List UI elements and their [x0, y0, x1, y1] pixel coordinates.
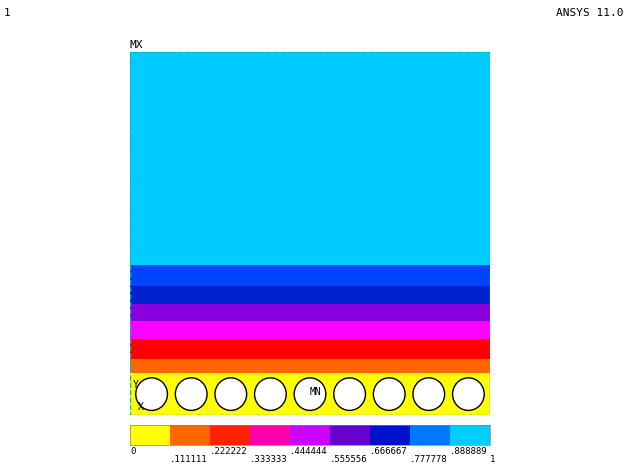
Text: Y: Y: [133, 380, 139, 390]
Ellipse shape: [453, 378, 484, 411]
Text: .666667: .666667: [370, 447, 408, 456]
Text: .222222: .222222: [210, 447, 248, 456]
Bar: [130, 287, 490, 304]
Text: .444444: .444444: [290, 447, 328, 456]
Text: .777778: .777778: [410, 455, 448, 464]
Bar: [130, 304, 490, 321]
Bar: [130, 321, 490, 339]
Ellipse shape: [255, 378, 287, 411]
Bar: [290, 425, 330, 445]
Bar: [130, 359, 490, 373]
Text: 1: 1: [4, 8, 11, 18]
Text: MN: MN: [310, 387, 322, 397]
Bar: [130, 265, 490, 287]
Ellipse shape: [176, 378, 207, 411]
Text: 0: 0: [130, 447, 135, 456]
Text: .111111: .111111: [170, 455, 208, 464]
Bar: [130, 52, 490, 265]
Text: MX: MX: [130, 40, 144, 50]
Bar: [410, 425, 450, 445]
Bar: [210, 425, 250, 445]
Bar: [450, 425, 490, 445]
Bar: [330, 425, 370, 445]
Bar: [130, 425, 170, 445]
Bar: [370, 425, 410, 445]
Ellipse shape: [413, 378, 445, 411]
Ellipse shape: [215, 378, 246, 411]
Ellipse shape: [136, 378, 167, 411]
Ellipse shape: [294, 378, 326, 411]
Bar: [250, 425, 290, 445]
Bar: [130, 373, 490, 415]
Ellipse shape: [373, 378, 405, 411]
Ellipse shape: [334, 378, 366, 411]
Text: 1: 1: [490, 455, 495, 464]
Text: .888889: .888889: [450, 447, 488, 456]
Bar: [130, 339, 490, 359]
Bar: [170, 425, 210, 445]
Text: X: X: [137, 403, 144, 413]
Text: .555556: .555556: [330, 455, 367, 464]
Text: .333333: .333333: [250, 455, 288, 464]
Text: ANSYS 11.0: ANSYS 11.0: [556, 8, 623, 18]
